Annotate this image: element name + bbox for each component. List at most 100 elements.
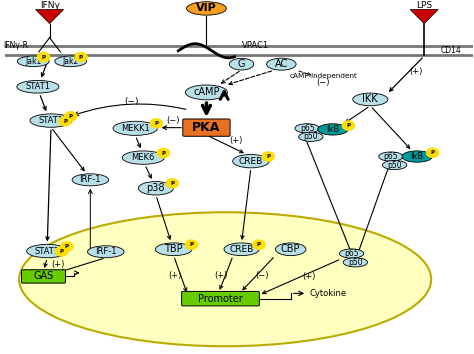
Ellipse shape — [275, 243, 306, 256]
Ellipse shape — [229, 58, 254, 70]
Text: Jak2: Jak2 — [63, 57, 79, 66]
Text: (+): (+) — [51, 260, 64, 269]
Ellipse shape — [299, 132, 323, 141]
Text: P: P — [63, 119, 67, 124]
Ellipse shape — [383, 160, 407, 170]
Text: IKK: IKK — [363, 95, 378, 104]
Text: P: P — [59, 249, 64, 254]
Ellipse shape — [55, 56, 87, 67]
Text: P: P — [69, 114, 73, 119]
Circle shape — [55, 247, 67, 256]
Text: TBP: TBP — [164, 244, 183, 254]
Ellipse shape — [353, 93, 388, 106]
Text: P: P — [430, 150, 435, 155]
Text: (+): (+) — [214, 270, 228, 280]
Text: p65: p65 — [344, 249, 359, 258]
Ellipse shape — [72, 174, 109, 186]
Ellipse shape — [187, 2, 226, 15]
Text: (−): (−) — [255, 270, 268, 280]
Ellipse shape — [17, 56, 49, 67]
Text: P: P — [190, 242, 193, 247]
Ellipse shape — [224, 243, 259, 256]
Text: STAT1: STAT1 — [38, 116, 64, 125]
Text: (+): (+) — [302, 272, 315, 281]
Ellipse shape — [30, 114, 72, 127]
Text: P: P — [266, 154, 270, 159]
Circle shape — [262, 152, 274, 161]
Text: CREB: CREB — [239, 156, 263, 166]
Ellipse shape — [113, 121, 157, 135]
Ellipse shape — [295, 124, 319, 133]
Text: P: P — [42, 55, 46, 59]
Ellipse shape — [379, 152, 403, 161]
Text: IkB: IkB — [410, 152, 424, 161]
Ellipse shape — [185, 85, 228, 100]
Polygon shape — [410, 10, 438, 24]
Text: P: P — [257, 242, 261, 247]
Ellipse shape — [17, 80, 59, 93]
Circle shape — [37, 52, 50, 62]
Text: P: P — [79, 55, 83, 59]
Text: cAMP-independent: cAMP-independent — [290, 73, 357, 79]
Polygon shape — [36, 10, 64, 24]
Circle shape — [166, 179, 178, 188]
Text: P: P — [346, 123, 350, 128]
Text: IRF-1: IRF-1 — [95, 247, 117, 256]
Text: VPAC1: VPAC1 — [242, 41, 269, 50]
Text: p65: p65 — [383, 152, 398, 161]
Text: IFNγ-R: IFNγ-R — [3, 41, 28, 50]
Ellipse shape — [402, 151, 432, 162]
Ellipse shape — [88, 246, 124, 258]
Ellipse shape — [155, 243, 192, 256]
Text: Jak1: Jak1 — [25, 57, 41, 66]
Circle shape — [75, 52, 87, 62]
Text: P: P — [155, 121, 158, 126]
Text: MEKK1: MEKK1 — [121, 124, 150, 133]
Circle shape — [150, 119, 163, 128]
Text: (−): (−) — [317, 78, 330, 87]
FancyBboxPatch shape — [183, 119, 230, 136]
Ellipse shape — [122, 151, 164, 164]
Ellipse shape — [27, 244, 68, 258]
FancyBboxPatch shape — [21, 270, 65, 283]
FancyBboxPatch shape — [182, 291, 259, 306]
Text: IRF-1: IRF-1 — [80, 175, 101, 184]
Text: (−): (−) — [166, 116, 180, 125]
Text: G: G — [238, 59, 246, 69]
Text: STAT1: STAT1 — [26, 82, 50, 91]
Ellipse shape — [19, 212, 431, 346]
Ellipse shape — [233, 154, 269, 168]
Text: P: P — [65, 244, 69, 249]
Text: STAT1: STAT1 — [35, 246, 60, 256]
Text: AC: AC — [275, 59, 288, 69]
Ellipse shape — [339, 249, 364, 258]
Ellipse shape — [318, 124, 348, 135]
Circle shape — [185, 240, 198, 249]
Text: MEK6: MEK6 — [132, 153, 155, 162]
Circle shape — [59, 117, 71, 126]
Text: VIP: VIP — [196, 4, 217, 13]
Ellipse shape — [138, 182, 173, 195]
Text: p65: p65 — [300, 124, 314, 133]
Text: Cytokine: Cytokine — [310, 289, 346, 298]
Text: CD14: CD14 — [440, 46, 461, 55]
Text: GAS: GAS — [33, 272, 54, 281]
Text: CREB: CREB — [229, 245, 254, 254]
Circle shape — [64, 112, 77, 121]
Circle shape — [427, 148, 438, 157]
Ellipse shape — [266, 58, 296, 70]
Text: (−): (−) — [124, 97, 139, 106]
Text: p50: p50 — [303, 132, 318, 141]
Circle shape — [342, 121, 355, 130]
Text: (+): (+) — [230, 136, 243, 145]
Circle shape — [253, 240, 265, 249]
Text: cAMP: cAMP — [193, 87, 219, 97]
Text: (+): (+) — [168, 271, 181, 280]
Text: LPS: LPS — [416, 1, 432, 10]
Text: Promoter: Promoter — [198, 294, 243, 304]
Text: (+): (+) — [410, 67, 423, 76]
Text: p38: p38 — [146, 183, 165, 193]
Text: PKA: PKA — [192, 121, 220, 134]
Text: IkB: IkB — [326, 125, 339, 134]
Circle shape — [157, 148, 169, 158]
